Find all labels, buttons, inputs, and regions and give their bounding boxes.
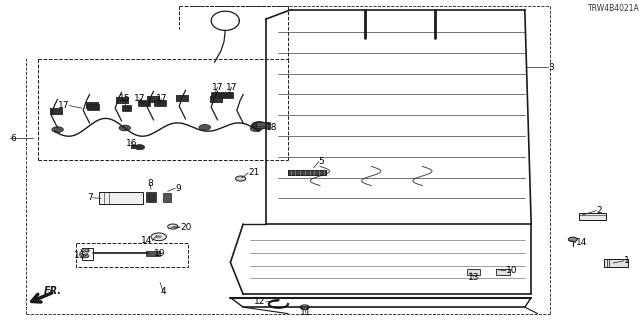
Bar: [82, 248, 93, 260]
Bar: [99, 192, 143, 204]
Bar: [147, 96, 160, 103]
Text: 14: 14: [576, 238, 588, 247]
Text: 14: 14: [141, 236, 152, 245]
Text: 17: 17: [58, 101, 69, 110]
Text: TRW4B4021A: TRW4B4021A: [588, 4, 639, 13]
Bar: [146, 251, 160, 256]
Text: 3: 3: [548, 63, 554, 72]
Text: 19: 19: [154, 249, 165, 258]
Text: 18: 18: [266, 123, 277, 132]
Text: 10: 10: [506, 266, 517, 275]
Text: 12: 12: [254, 297, 266, 306]
Bar: [116, 97, 129, 104]
Text: 16: 16: [126, 139, 138, 148]
Text: 8: 8: [147, 180, 152, 188]
Text: 17: 17: [212, 83, 223, 92]
Text: 17: 17: [134, 94, 145, 103]
Circle shape: [81, 254, 89, 258]
Circle shape: [199, 124, 211, 130]
Text: 11: 11: [300, 308, 312, 317]
Text: 6: 6: [10, 134, 16, 143]
Bar: [138, 100, 150, 106]
Bar: [146, 192, 156, 202]
Circle shape: [151, 233, 166, 241]
Circle shape: [81, 248, 89, 252]
Circle shape: [156, 235, 162, 238]
Text: 9: 9: [175, 184, 181, 193]
Bar: [50, 108, 63, 115]
Circle shape: [119, 125, 131, 131]
Bar: [496, 269, 510, 275]
Bar: [288, 170, 326, 175]
Bar: [221, 92, 233, 98]
Bar: [131, 145, 139, 149]
Circle shape: [168, 224, 178, 229]
Circle shape: [568, 237, 577, 242]
Bar: [76, 243, 188, 267]
Text: 20: 20: [180, 223, 192, 232]
Bar: [579, 213, 606, 220]
Text: 4: 4: [161, 287, 166, 296]
Text: 15: 15: [119, 94, 131, 103]
Text: 16: 16: [74, 252, 85, 260]
Text: 13: 13: [468, 273, 479, 282]
Bar: [211, 92, 222, 97]
Bar: [122, 105, 131, 111]
Bar: [604, 259, 628, 267]
Text: 7: 7: [87, 193, 93, 202]
Bar: [163, 193, 171, 202]
Bar: [154, 100, 166, 106]
Bar: [467, 269, 480, 275]
Circle shape: [134, 145, 145, 150]
Circle shape: [250, 126, 262, 132]
Text: 17: 17: [156, 94, 167, 103]
Text: 21: 21: [248, 168, 260, 177]
Circle shape: [252, 122, 267, 129]
Bar: [176, 95, 189, 102]
Bar: [256, 122, 270, 128]
Circle shape: [236, 176, 246, 181]
Circle shape: [52, 127, 63, 132]
Bar: [87, 104, 99, 110]
Circle shape: [300, 305, 309, 309]
Text: 2: 2: [596, 206, 602, 215]
Text: FR.: FR.: [44, 285, 61, 296]
Text: 1: 1: [624, 256, 630, 265]
Text: 17: 17: [226, 83, 237, 92]
Bar: [210, 96, 223, 103]
Text: 5: 5: [319, 157, 324, 166]
Bar: [86, 102, 99, 109]
